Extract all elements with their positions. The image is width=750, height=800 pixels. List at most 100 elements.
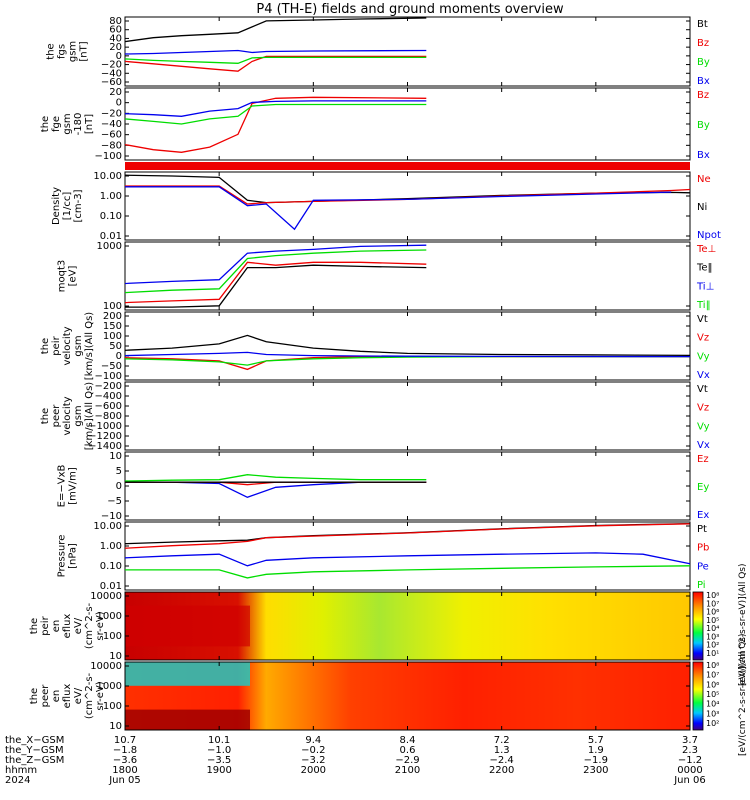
- series-line-blue: [124, 244, 427, 285]
- colorbar-tick-label: 10⁸: [706, 661, 719, 670]
- y-tick-label: −50: [101, 361, 122, 372]
- y-tick-label: 80: [109, 16, 122, 27]
- series-line-blue: [125, 186, 672, 231]
- panel-frame: [124, 171, 691, 241]
- y-tick-label: −40: [101, 119, 122, 130]
- x-tick-label: −1.2: [678, 755, 702, 766]
- x-row-label: 2024: [5, 775, 30, 786]
- x-tick-label: 0.6: [400, 745, 416, 756]
- y-tick-label: −400: [95, 391, 122, 402]
- x-axis-labels: the_X−GSM 10.7 10.1 9.4 8.4 7.2 5.7 3.7 the_Y−GS…: [5, 735, 706, 786]
- legend-entry: Vy: [697, 351, 710, 362]
- colorbar-tick-label: 10⁵: [706, 690, 719, 699]
- legend-entry: Npot: [697, 230, 721, 241]
- y-axis-label: eflux: [62, 614, 73, 639]
- y-tick-label: 0.01: [100, 581, 122, 592]
- legend-entry: Ni: [697, 202, 707, 213]
- y-axis-label: peir: [40, 615, 51, 635]
- series-line-green: [124, 56, 427, 64]
- x-tick-label: 8.4: [400, 735, 416, 746]
- y-axis-label: the: [40, 116, 51, 132]
- y-tick-label: 10: [109, 721, 122, 732]
- legend-entry: Vt: [697, 314, 708, 325]
- y-axis-label: the: [40, 338, 51, 354]
- series-line-blue: [124, 49, 427, 55]
- y-tick-label: −200: [95, 381, 122, 392]
- y-axis-label: eV/: [73, 687, 84, 704]
- y-axis-label: en: [51, 690, 62, 703]
- legend-entry: Vx: [697, 370, 710, 381]
- colorbar-label: [eV/(cm^2-s-sr-eV)](All Qs): [738, 633, 748, 756]
- series-line-black: [124, 174, 691, 204]
- x-tick-label: 1900: [206, 765, 231, 776]
- y-tick-label: 200: [103, 311, 122, 322]
- series-line-blue: [124, 100, 427, 117]
- x-tick-label: 1800: [112, 765, 137, 776]
- y-tick-label: 0: [116, 98, 122, 109]
- panel-frame: [124, 381, 691, 451]
- legend-entry: Bt: [697, 19, 708, 30]
- x-tick-label: 2.3: [682, 745, 698, 756]
- y-tick-label: −100: [95, 371, 122, 382]
- x-tick-label: 0000: [677, 765, 702, 776]
- legend-entry: Ne: [697, 174, 711, 185]
- y-tick-label: 0: [116, 481, 122, 492]
- y-tick-label: 1.00: [100, 541, 122, 552]
- y-axis-label: [eV]: [68, 266, 79, 287]
- spectrogram-band: [125, 605, 250, 647]
- legend-entry: By: [697, 120, 710, 131]
- colorbar-tick-label: 10⁴: [706, 624, 719, 633]
- y-axis-label: peir: [51, 335, 62, 355]
- legend-entry: Pe: [697, 561, 709, 572]
- colorbar-tick-label: 10³: [706, 709, 719, 718]
- series-line-blue: [125, 481, 427, 499]
- y-axis-label: fgs: [57, 44, 68, 59]
- legend-entry: Ti⊥: [696, 281, 714, 292]
- y-tick-label: 20: [109, 87, 122, 98]
- colorbar-tick-label: 10⁶: [706, 680, 719, 689]
- series-line-black: [124, 17, 427, 43]
- y-tick-label: 10.00: [93, 521, 122, 532]
- legend-entry: Bz: [697, 90, 709, 101]
- y-tick-label: 5: [116, 466, 122, 477]
- legend-entry: Ey: [697, 482, 709, 493]
- x-tick-label: 7.2: [494, 735, 510, 746]
- legend-entry: By: [697, 57, 710, 68]
- y-axis-label: velocity: [62, 326, 73, 365]
- y-tick-label: 0.10: [100, 561, 122, 572]
- series-line-red: [124, 355, 690, 371]
- x-tick-label: −2.4: [490, 755, 514, 766]
- colorbar-label: [eV/(cm^2-s-sr-eV)](All Qs): [738, 563, 748, 686]
- colorbar-tick-label: 10⁴: [706, 700, 719, 709]
- y-axis-label: Density: [51, 187, 62, 225]
- legend-entry: Te⊥: [696, 244, 716, 255]
- y-axis-label: Pressure: [57, 535, 68, 578]
- y-axis-label: en: [51, 620, 62, 633]
- legend-entry: Ti‖: [696, 300, 711, 311]
- y-axis-label: [cm-3]: [73, 189, 84, 222]
- y-axis-label: [1/cc]: [62, 192, 73, 221]
- y-tick-label: −60: [101, 130, 122, 141]
- colorbar-tick-label: 10⁷: [706, 671, 719, 680]
- y-axis-label: (cm^2-s-: [84, 602, 95, 649]
- legend-entry: Bx: [697, 76, 710, 87]
- y-axis-label: moqt3: [57, 260, 68, 293]
- y-tick-label: 150: [103, 321, 122, 332]
- series-line-green: [124, 249, 427, 294]
- y-tick-label: −60: [101, 77, 122, 88]
- y-axis-label: [km/s](All Qs): [84, 312, 95, 380]
- x-tick-label: −1.8: [113, 745, 137, 756]
- y-axis-label: sr-eV): [95, 681, 106, 710]
- colorbar-tick-label: 10²: [706, 641, 719, 650]
- colorbar-tick-label: 10³: [706, 632, 719, 641]
- y-axis-label: peer: [51, 404, 62, 428]
- series-line-red: [124, 523, 691, 549]
- x-row-label: the_Y−GSM: [5, 745, 64, 756]
- legend-entry: Te‖: [696, 263, 713, 274]
- x-tick-label: 1.9: [588, 745, 604, 756]
- legend-entry: Ez: [697, 454, 709, 465]
- y-axis-label: gsm: [73, 335, 84, 356]
